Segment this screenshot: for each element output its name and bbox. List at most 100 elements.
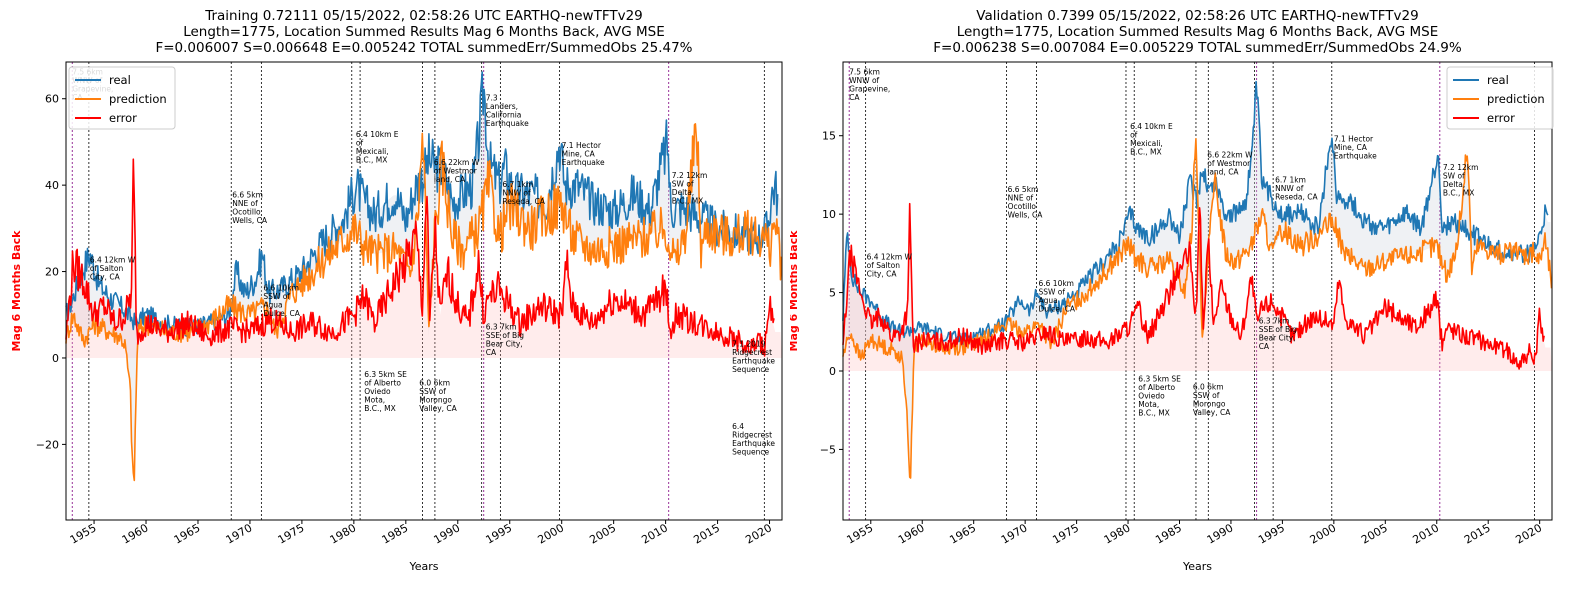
annotation-line: Agua xyxy=(1038,296,1057,305)
x-tick-label: 1995 xyxy=(1256,521,1287,546)
x-tick-label: 2015 xyxy=(1462,521,1493,546)
annotation-line: City, CA xyxy=(90,272,121,281)
x-tick-label: 1975 xyxy=(1050,521,1081,546)
annotation-line: B.C., MX xyxy=(356,156,388,165)
title-line: Length=1775, Location Summed Results Mag… xyxy=(956,24,1439,40)
x-tick-label: 1960 xyxy=(120,521,151,546)
annotation-line: 7.1 Hector xyxy=(562,141,602,150)
annotation-line: 7.5 6km xyxy=(849,67,880,76)
annotation-line: of Alberto xyxy=(1138,383,1175,392)
y-axis-label: Mag 6 Months Back xyxy=(790,230,800,352)
annotation-line: Mine, CA xyxy=(562,149,596,158)
annotation-line: California xyxy=(486,110,522,119)
event-annotation: 6.7 1km NNW of Reseda, CA xyxy=(502,180,545,206)
legend-box xyxy=(68,66,176,130)
annotation-line: 6.7 1km xyxy=(502,180,533,189)
annotation-line: WNW of xyxy=(849,76,879,85)
annotation-line: land, CA xyxy=(1207,167,1239,176)
x-axis-label: Years xyxy=(1182,560,1212,573)
annotation-line: Oviedo xyxy=(1138,392,1165,401)
event-annotation: 6.6 10km SSW of Agua Dulce, CA xyxy=(1038,279,1075,314)
annotation-line: Earthquake xyxy=(562,158,605,167)
x-tick-label: 1995 xyxy=(483,521,514,546)
x-tick-label: 2015 xyxy=(691,521,722,546)
annotation-line: 6.6 22km W xyxy=(434,158,480,167)
x-tick-label: 1980 xyxy=(328,521,359,546)
annotation-line: B.C., MX xyxy=(1138,409,1170,418)
annotation-line: Earthquake xyxy=(732,357,775,366)
annotation-line: 6.6 22km W xyxy=(1207,150,1253,159)
annotation-line: Reseda, CA xyxy=(502,197,545,206)
annotation-line: Morongo xyxy=(1193,400,1226,409)
annotation-line: CA xyxy=(849,93,860,102)
event-annotation: 6.6 10km SSW of Agua Dulce, CA xyxy=(263,284,300,319)
legend-label-error: error xyxy=(1487,111,1515,125)
x-tick-label: 1955 xyxy=(68,521,99,546)
title-line: F=0.006007 S=0.006648 E=0.005242 TOTAL s… xyxy=(155,40,693,56)
x-tick-label: 1965 xyxy=(172,521,203,546)
annotation-line: 6.3 7km xyxy=(486,322,517,331)
legend-label-prediction: prediction xyxy=(1487,92,1545,106)
x-tick-label: 2005 xyxy=(587,521,618,546)
x-tick-label: 2000 xyxy=(1308,521,1339,546)
title-line: Length=1775, Location Summed Results Mag… xyxy=(183,24,665,40)
event-annotation: 6.3 5km SE of Alberto Oviedo Mota, B.C., MX xyxy=(364,370,407,413)
annotation-line: 7.3 xyxy=(486,93,498,102)
y-tick-label: 20 xyxy=(45,266,59,279)
event-annotation: 6.3 5km SE of Alberto Oviedo Mota, B.C., MX xyxy=(1138,375,1181,418)
y-tick-label: 5 xyxy=(829,287,836,300)
event-annotation: 7.3 Landers, California Earthquake xyxy=(486,93,529,128)
event-annotation: 6.0 6km SSW of Morongo Valley, CA xyxy=(1193,383,1231,418)
event-annotation: 7.1 2019 Ridgecrest Earthquake Sequence xyxy=(732,340,775,375)
annotation-line: of Salton xyxy=(90,264,124,273)
title-line: Validation 0.7399 05/15/2022, 02:58:26 U… xyxy=(976,8,1419,24)
annotation-line: 7.2 12km xyxy=(1443,163,1479,172)
annotation-line: B.C., MX xyxy=(672,197,704,206)
x-tick-label: 1970 xyxy=(999,521,1030,546)
annotation-line: of Westmor xyxy=(434,167,478,176)
annotation-line: SSW of xyxy=(1038,288,1065,297)
annotation-line: 6.4 10km E xyxy=(356,130,399,139)
annotation-line: of Salton xyxy=(867,261,901,270)
x-tick-label: 1980 xyxy=(1102,521,1133,546)
legend-box xyxy=(1446,66,1554,130)
annotation-line: 6.6 5km xyxy=(232,191,263,200)
x-tick-label: 1970 xyxy=(224,521,255,546)
annotation-line: Earthquake xyxy=(486,119,529,128)
event-annotation: 7.2 12km SW of Delta, B.C., MX xyxy=(672,171,708,206)
plot-frame xyxy=(65,61,783,521)
annotation-line: City, CA xyxy=(867,269,898,278)
event-annotation: 6.6 5km NNE of Ocotillo Wells, CA xyxy=(232,191,268,226)
annotation-line: SSE of Big xyxy=(1259,325,1297,334)
annotation-line: Ridgecrest xyxy=(732,348,772,357)
annotation-line: Delta, xyxy=(672,188,694,197)
x-tick-label: 1965 xyxy=(947,521,978,546)
annotation-line: SSW of xyxy=(1193,391,1220,400)
annotation-line: 6.4 10km E xyxy=(1130,122,1173,131)
annotation-line: 6.4 xyxy=(732,422,744,431)
annotation-line: 6.0 6km xyxy=(1193,383,1224,392)
annotation-line: Bear City, xyxy=(1259,334,1296,343)
annotation-line: 6.7 1km xyxy=(1275,176,1306,185)
annotation-line: Bear City, xyxy=(486,339,523,348)
annotation-line: 6.3 5km SE xyxy=(364,370,407,379)
y-axis-label: Mag 6 Months Back xyxy=(10,230,23,352)
event-annotation: 6.7 1km NNW of Reseda, CA xyxy=(1275,176,1318,202)
chart-title: Validation 0.7399 05/15/2022, 02:58:26 U… xyxy=(843,8,1552,56)
event-annotation: 7.2 12km SW of Delta, B.C., MX xyxy=(1443,163,1479,198)
annotation-line: 6.4 12km W xyxy=(867,252,913,261)
legend-label-real: real xyxy=(109,73,131,87)
annotation-line: SW of xyxy=(672,180,694,189)
x-axis-label: Years xyxy=(408,560,438,573)
annotation-line: of xyxy=(356,139,364,148)
y-tick-label: 0 xyxy=(829,365,836,378)
y-tick-label: 0 xyxy=(52,352,59,365)
x-tick-label: 1990 xyxy=(1205,521,1236,546)
